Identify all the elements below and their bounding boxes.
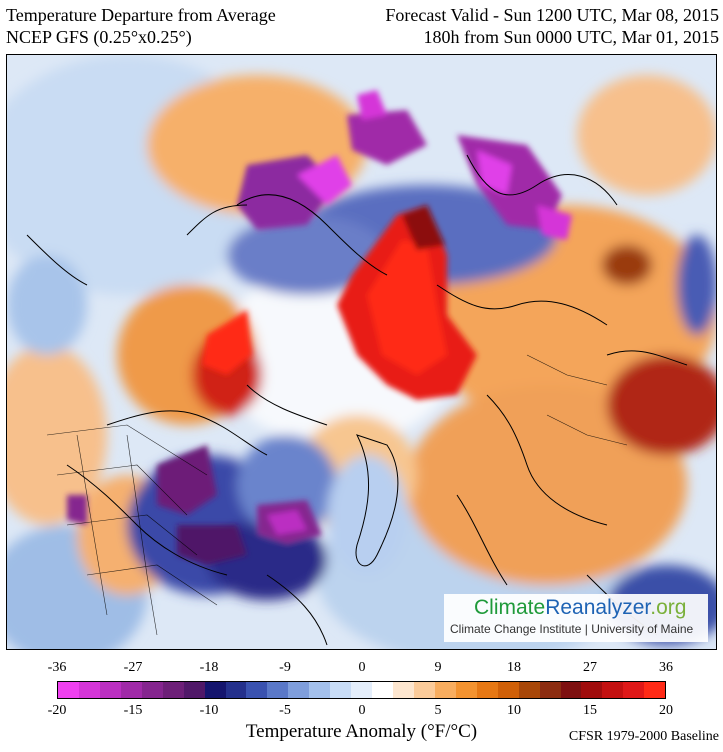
- colorbar-swatch: [330, 682, 352, 698]
- colorbar-swatch: [309, 682, 331, 698]
- map-title: Temperature Departure from Average: [6, 5, 276, 25]
- c-tick: 20: [659, 703, 673, 718]
- f-tick: 36: [659, 660, 673, 675]
- fahrenheit-ticks: -36 -27 -18 -9 0 9 18 27 36: [0, 660, 723, 680]
- c-tick: -15: [123, 703, 143, 718]
- colorbar-swatch: [120, 682, 142, 698]
- c-tick: 0: [358, 703, 366, 718]
- colorbar-swatch: [372, 682, 393, 698]
- color-scale-bar: [57, 681, 666, 699]
- f-tick: 27: [583, 660, 597, 675]
- f-tick: -9: [279, 660, 291, 675]
- f-tick: 0: [358, 660, 366, 675]
- colorbar-swatch: [393, 682, 414, 698]
- logo-wordmark: ClimateReanalyzer.org: [474, 596, 686, 620]
- colorbar-swatch: [476, 682, 498, 698]
- logo-org-text: .org: [650, 596, 687, 619]
- colorbar-swatch: [141, 682, 163, 698]
- colorbar-swatch: [434, 682, 456, 698]
- forecast-valid-label: Forecast Valid - Sun 1200 UTC, Mar 08, 2…: [385, 5, 719, 25]
- c-tick: -20: [47, 703, 67, 718]
- header-left: Temperature Departure from Average NCEP …: [6, 4, 276, 48]
- colorbar-swatch: [623, 682, 645, 698]
- colorbar-swatch: [539, 682, 561, 698]
- climate-reanalyzer-logo: ClimateReanalyzer.org Climate Change Ins…: [444, 594, 708, 642]
- model-label: NCEP GFS (0.25°x0.25°): [6, 27, 192, 47]
- colorbar-swatch: [183, 682, 205, 698]
- f-tick: 9: [434, 660, 442, 675]
- f-tick: -18: [199, 660, 219, 675]
- logo-subtitle: Climate Change Institute | University of…: [450, 622, 694, 636]
- colorbar-swatch: [497, 682, 519, 698]
- anomaly-map-graphic: [7, 55, 716, 649]
- f-tick: -36: [47, 660, 67, 675]
- colorbar-swatch: [413, 682, 435, 698]
- colorbar-swatch: [267, 682, 289, 698]
- celsius-ticks: -20 -15 -10 -5 0 5 10 15 20: [0, 703, 723, 723]
- coastlines: [26, 154, 688, 646]
- c-tick: -10: [199, 703, 219, 718]
- colorbar-swatch: [644, 682, 666, 698]
- f-tick: 18: [507, 660, 521, 675]
- colorbar-swatch: [225, 682, 247, 698]
- colorbar-swatch: [246, 682, 268, 698]
- colorbar-swatch: [99, 682, 121, 698]
- c-tick: -5: [279, 703, 291, 718]
- header-right: Forecast Valid - Sun 1200 UTC, Mar 08, 2…: [385, 4, 719, 48]
- c-tick: 10: [507, 703, 521, 718]
- colorbar-swatch: [58, 682, 79, 698]
- colorbar-swatch: [581, 682, 603, 698]
- colorbar-swatch: [455, 682, 477, 698]
- forecast-lead-label: 180h from Sun 0000 UTC, Mar 01, 2015: [423, 27, 720, 47]
- logo-reanalyzer-text: Reanalyzer: [545, 596, 651, 619]
- colorbar-swatch: [560, 682, 582, 698]
- colorbar-swatch: [518, 682, 540, 698]
- colorbar-swatch: [288, 682, 310, 698]
- logo-climate-text: Climate: [474, 596, 546, 619]
- borders: [46, 354, 628, 636]
- f-tick: -27: [123, 660, 143, 675]
- c-tick: 5: [434, 703, 442, 718]
- baseline-label: CFSR 1979-2000 Baseline: [568, 729, 719, 744]
- colorbar-swatch: [602, 682, 624, 698]
- colorbar-swatch: [78, 682, 100, 698]
- colorbar-swatch: [351, 682, 373, 698]
- colorbar-title: Temperature Anomaly (°F/°C): [245, 721, 478, 742]
- c-tick: 15: [583, 703, 597, 718]
- colorbar-swatch: [162, 682, 184, 698]
- colorbar-swatch: [204, 682, 226, 698]
- anomaly-map: [6, 54, 717, 650]
